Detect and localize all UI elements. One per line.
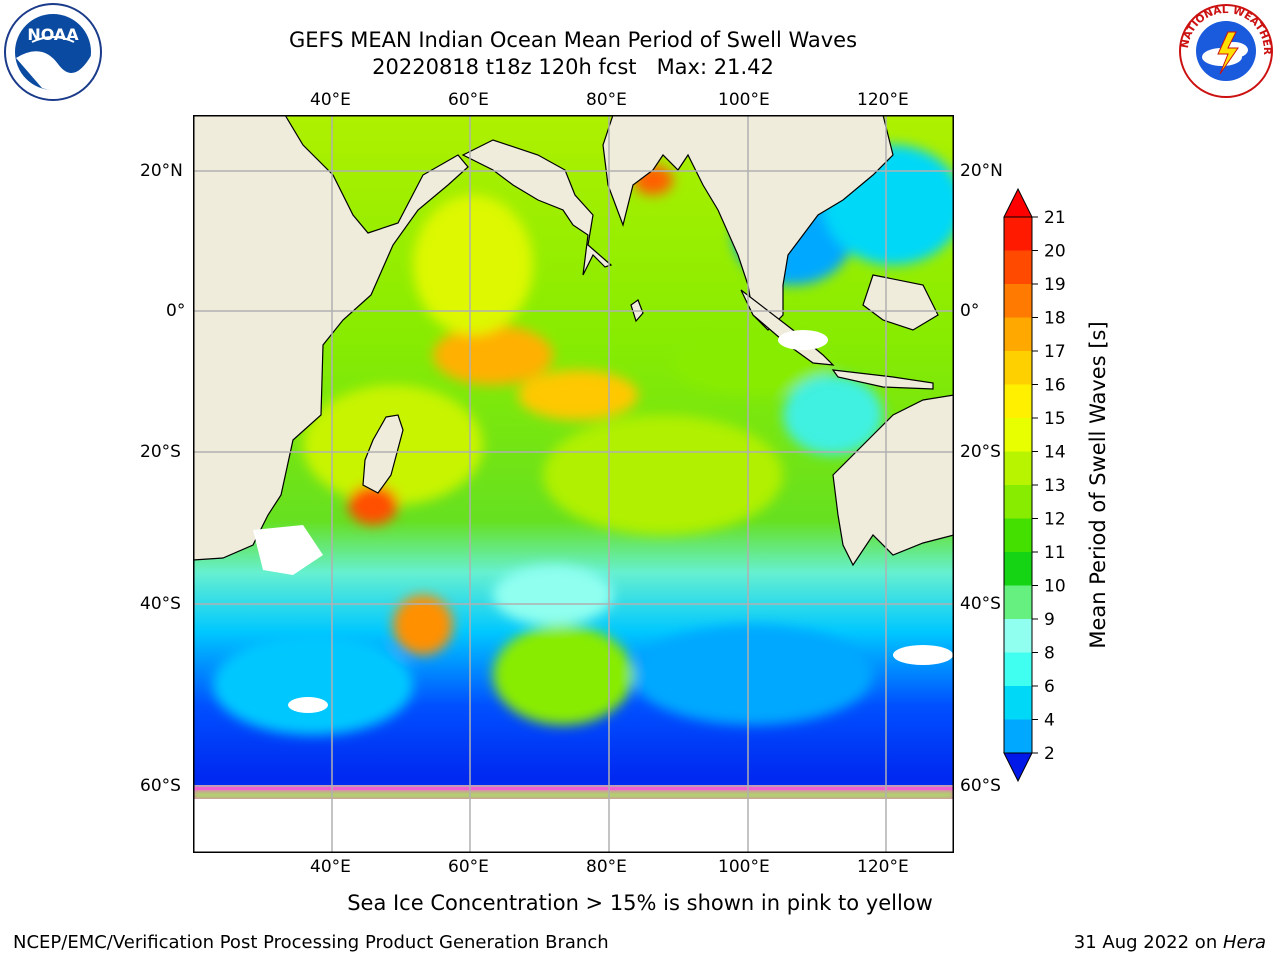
- noaa-logo-text: NOAA: [27, 25, 79, 44]
- lat-tick-left-40s: 40°S: [140, 594, 181, 614]
- colorbar-label: Mean Period of Swell Waves [s]: [1086, 321, 1110, 649]
- colorbar-band: [1004, 619, 1032, 653]
- colorbar-tick-label: 17: [1044, 342, 1066, 362]
- colorbar-band: [1004, 351, 1032, 385]
- colorbar-tick-label: 2: [1044, 744, 1055, 764]
- colorbar-band: [1004, 719, 1032, 754]
- colorbar-tick-label: 10: [1044, 577, 1066, 597]
- lon-tick-top-100e: 100°E: [718, 90, 770, 110]
- colorbar-band: [1004, 451, 1032, 486]
- lon-tick-top-120e: 120°E: [857, 90, 909, 110]
- lon-tick-top-80e: 80°E: [586, 90, 627, 110]
- lat-tick-right-20s: 20°S: [960, 442, 1001, 462]
- colorbar-band: [1004, 250, 1032, 285]
- colorbar-tick-label: 21: [1044, 208, 1066, 228]
- lat-tick-left-20s: 20°S: [140, 442, 181, 462]
- lat-tick-left-60s: 60°S: [140, 776, 181, 796]
- lon-tick-top-60e: 60°E: [448, 90, 489, 110]
- colorbar-tick-label: 16: [1044, 376, 1066, 396]
- lon-tick-bottom-40e: 40°E: [310, 857, 351, 877]
- lat-tick-right-20n: 20°N: [960, 161, 1003, 181]
- lat-tick-right-60s: 60°S: [960, 776, 1001, 796]
- lat-tick-right-40s: 40°S: [960, 594, 1001, 614]
- colorbar-tick-label: 19: [1044, 275, 1066, 295]
- colorbar-under-arrow: [1003, 752, 1033, 783]
- colorbar-tick-label: 6: [1044, 677, 1055, 697]
- footer-right: 31 Aug 2022 on Hera: [1074, 932, 1266, 953]
- colorbar-band: [1004, 585, 1032, 620]
- no-data-patches: [253, 330, 953, 713]
- colorbar-band: [1004, 217, 1032, 251]
- lon-tick-bottom-120e: 120°E: [857, 857, 909, 877]
- lat-tick-left-0: 0°: [166, 301, 186, 321]
- colorbar-tick-label: 13: [1044, 476, 1066, 496]
- colorbar-tick-label: 9: [1044, 610, 1055, 630]
- colorbar-over-arrow: [1003, 187, 1033, 218]
- colorbar-band: [1004, 518, 1032, 553]
- colorbar-tick-label: 12: [1044, 510, 1066, 530]
- noaa-logo: NOAA: [4, 3, 102, 101]
- lon-tick-bottom-100e: 100°E: [718, 857, 770, 877]
- title-line-2: 20220818 t18z 120h fcst Max: 21.42: [372, 55, 774, 79]
- colorbar-band: [1004, 485, 1032, 519]
- title-line-1: GEFS MEAN Indian Ocean Mean Period of Sw…: [288, 28, 858, 52]
- footer-date: 31 Aug 2022 on: [1073, 932, 1223, 953]
- colorbar-band: [1004, 418, 1032, 452]
- colorbar-band: [1004, 686, 1032, 720]
- colorbar-tick-label: 8: [1044, 644, 1055, 664]
- lon-tick-top-40e: 40°E: [310, 90, 351, 110]
- colorbar-band: [1004, 284, 1032, 318]
- lon-tick-bottom-60e: 60°E: [448, 857, 489, 877]
- colorbar-band: [1004, 652, 1032, 687]
- sea-ice-note: Sea Ice Concentration > 15% is shown in …: [347, 891, 933, 915]
- colorbar-tick-label: 20: [1044, 242, 1066, 262]
- colorbar-tick-label: 4: [1044, 711, 1055, 731]
- colorbar-tick-label: 14: [1044, 443, 1066, 463]
- colorbar: 21 20 19 18 17 16 15 14 13 12 11 10 9 8 6 4 2: [1003, 187, 1066, 783]
- colorbar-band: [1004, 552, 1032, 586]
- footer-left: NCEP/EMC/Verification Post Processing Pr…: [13, 932, 609, 953]
- colorbar-tick-label: 15: [1044, 409, 1066, 429]
- sea-ice-band: [193, 785, 954, 853]
- colorbar-tick-label: 18: [1044, 309, 1066, 329]
- lat-tick-right-0: 0°: [960, 301, 980, 321]
- lat-tick-left-20n: 20°N: [140, 161, 183, 181]
- footer-system: Hera: [1222, 932, 1266, 953]
- nws-logo: NATIONAL WEATHER SERVICE: [1176, 2, 1273, 98]
- colorbar-band: [1004, 317, 1032, 352]
- colorbar-tick-label: 11: [1044, 543, 1066, 563]
- colorbar-band: [1004, 384, 1032, 419]
- lon-tick-bottom-80e: 80°E: [586, 857, 627, 877]
- map-panel: [193, 115, 954, 853]
- graticule: [193, 115, 954, 853]
